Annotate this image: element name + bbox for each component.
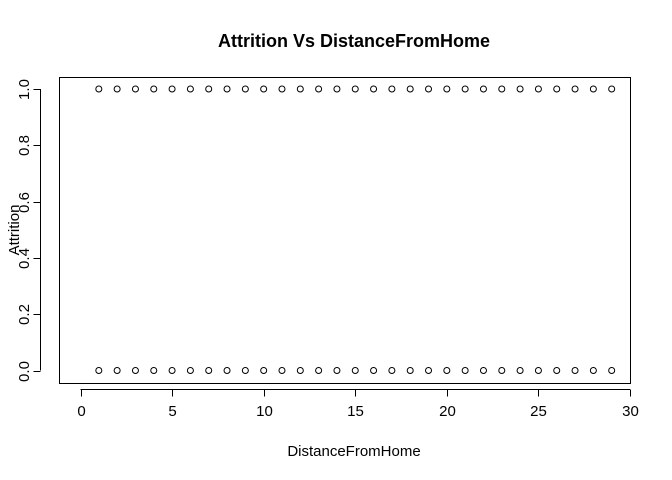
data-point bbox=[131, 85, 139, 93]
data-point bbox=[296, 85, 304, 93]
y-axis-label: Attrition bbox=[6, 205, 23, 256]
data-point bbox=[241, 85, 249, 93]
data-point bbox=[608, 85, 616, 93]
data-point bbox=[150, 85, 158, 93]
data-point bbox=[113, 367, 121, 374]
x-tick-label: 10 bbox=[256, 403, 273, 420]
data-point bbox=[223, 85, 231, 93]
data-point bbox=[168, 367, 176, 374]
data-point bbox=[351, 85, 359, 93]
y-tick-label: 1.0 bbox=[16, 79, 33, 100]
data-points bbox=[95, 85, 616, 374]
x-tick-label: 5 bbox=[168, 403, 176, 420]
data-point bbox=[223, 367, 231, 374]
y-axis: 0.0 0.2 0.4 0.6 0.8 1.0 bbox=[16, 79, 41, 382]
data-point bbox=[333, 85, 341, 93]
data-point bbox=[406, 85, 414, 93]
data-point bbox=[388, 367, 396, 374]
data-point bbox=[351, 367, 359, 374]
y-tick-label: 0.6 bbox=[16, 192, 33, 213]
data-point bbox=[479, 85, 487, 93]
data-point bbox=[150, 367, 158, 374]
plot-area-frame bbox=[59, 77, 631, 384]
data-point bbox=[205, 85, 213, 93]
data-point bbox=[534, 85, 542, 93]
data-point bbox=[553, 367, 561, 374]
data-point bbox=[498, 85, 506, 93]
data-point bbox=[131, 367, 139, 374]
y-tick-label: 0.4 bbox=[16, 248, 33, 269]
y-tick-label: 0.8 bbox=[16, 135, 33, 156]
data-point bbox=[571, 367, 579, 374]
x-tick-label: 20 bbox=[439, 403, 456, 420]
data-point bbox=[608, 367, 616, 374]
data-point bbox=[589, 367, 597, 374]
data-point bbox=[425, 367, 433, 374]
data-point bbox=[571, 85, 579, 93]
data-point bbox=[95, 367, 103, 374]
data-point bbox=[315, 85, 323, 93]
data-point bbox=[388, 85, 396, 93]
data-point bbox=[113, 85, 121, 93]
data-point bbox=[443, 367, 451, 374]
data-point bbox=[296, 367, 304, 374]
x-axis-label: DistanceFromHome bbox=[287, 443, 420, 460]
data-point bbox=[168, 85, 176, 93]
data-point bbox=[425, 85, 433, 93]
data-point bbox=[443, 85, 451, 93]
data-point bbox=[260, 85, 268, 93]
x-tick-label: 0 bbox=[77, 403, 85, 420]
y-tick-label: 0.0 bbox=[16, 361, 33, 382]
x-tick-label: 25 bbox=[530, 403, 547, 420]
data-point bbox=[278, 367, 286, 374]
data-point bbox=[589, 85, 597, 93]
data-point bbox=[260, 367, 268, 374]
data-point bbox=[370, 367, 378, 374]
data-point bbox=[461, 85, 469, 93]
data-point bbox=[278, 85, 286, 93]
data-point bbox=[406, 367, 414, 374]
data-point bbox=[553, 85, 561, 93]
x-tick-label: 15 bbox=[347, 403, 364, 420]
data-point bbox=[315, 367, 323, 374]
x-tick-label: 30 bbox=[622, 403, 639, 420]
data-point bbox=[516, 367, 524, 374]
data-point bbox=[498, 367, 506, 374]
data-point bbox=[516, 85, 524, 93]
data-point bbox=[461, 367, 469, 374]
y-tick-label: 0.2 bbox=[16, 304, 33, 325]
data-point bbox=[241, 367, 249, 374]
data-point bbox=[186, 85, 194, 93]
data-point bbox=[479, 367, 487, 374]
data-point bbox=[95, 85, 103, 93]
data-point bbox=[205, 367, 213, 374]
data-point bbox=[370, 85, 378, 93]
data-point bbox=[333, 367, 341, 374]
x-axis: 0 5 10 15 20 25 30 bbox=[77, 389, 639, 420]
data-point bbox=[534, 367, 542, 374]
data-point bbox=[186, 367, 194, 374]
chart-title: Attrition Vs DistanceFromHome bbox=[218, 31, 490, 51]
